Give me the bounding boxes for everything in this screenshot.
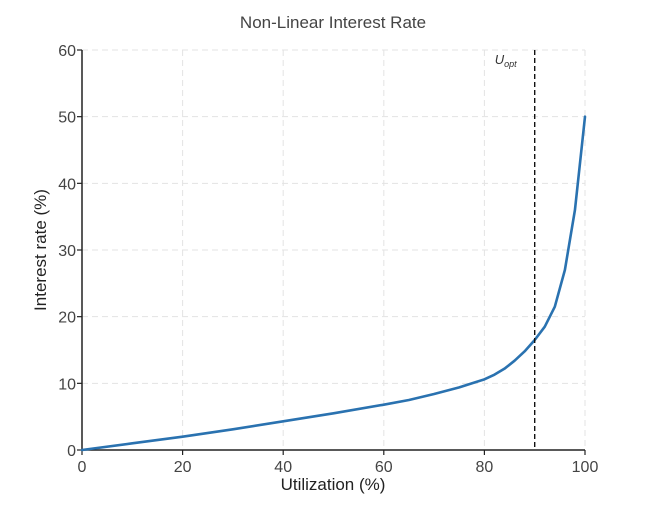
y-tick-label: 60 (58, 43, 76, 60)
optimal-utilization-label: Uopt (495, 52, 517, 69)
interest-rate-line (80, 115, 587, 452)
y-tick-label: 10 (58, 376, 76, 393)
chart-title: Non-Linear Interest Rate (240, 13, 426, 32)
x-tick-label: 100 (572, 459, 599, 476)
y-tick-label: 50 (58, 110, 76, 127)
y-tick-label: 0 (67, 443, 76, 460)
y-axis-label: Interest rate (%) (31, 189, 50, 311)
x-tick-label: 0 (78, 459, 87, 476)
reference-line-group: Uopt (495, 50, 536, 450)
x-tick-label: 80 (476, 459, 494, 476)
x-axis-label: Utilization (%) (281, 475, 386, 494)
y-tick-label: 20 (58, 310, 76, 327)
y-tick-label: 40 (58, 176, 76, 193)
data-series (80, 115, 587, 452)
x-tick-label: 60 (375, 459, 393, 476)
y-tick-label: 30 (58, 243, 76, 260)
grid-lines (82, 49, 586, 450)
x-tick-label: 40 (274, 459, 292, 476)
axes: 0 20 40 60 80 100 0 10 20 30 40 50 60 (58, 43, 598, 476)
x-tick-label: 20 (174, 459, 192, 476)
